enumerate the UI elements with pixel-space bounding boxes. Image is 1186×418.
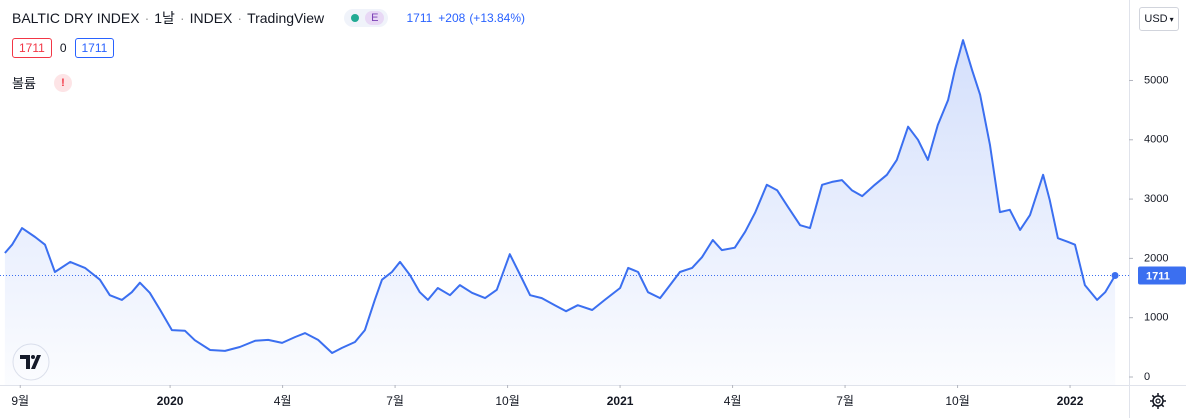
last-price-box: [1138, 266, 1186, 285]
x-tick-label: 7월: [386, 394, 404, 408]
volume-row: 볼륨 !: [12, 73, 72, 92]
interval: 1날: [154, 10, 175, 26]
change-pct: (+13.84%): [469, 11, 526, 25]
last-price-label: 1711: [1146, 270, 1170, 282]
symbol: BALTIC DRY INDEX: [12, 10, 140, 26]
volume-label: 볼륨: [12, 76, 36, 91]
y-tick-label: 2000: [1144, 252, 1168, 264]
y-tick-label: 3000: [1144, 193, 1168, 205]
currency: USD: [1144, 13, 1168, 25]
y-tick-label: 5000: [1144, 74, 1168, 86]
x-tick-label: 2020: [157, 394, 184, 408]
settings-icon[interactable]: [1150, 393, 1166, 409]
x-tick-label: 10월: [945, 394, 969, 408]
x-tick-label: 9월: [11, 394, 29, 408]
y-tick-label: 0: [1144, 371, 1150, 383]
badge: E: [365, 11, 385, 25]
x-tick-label: 10월: [495, 394, 519, 408]
bid[interactable]: 1711: [12, 38, 52, 58]
x-tick-label: 4월: [274, 394, 292, 408]
x-tick-label: 2022: [1057, 394, 1084, 408]
change: +208: [438, 11, 466, 25]
price-line: [4, 39, 1116, 354]
header: BALTIC DRY INDEX · 1날 · INDEX · TradingView…: [12, 9, 526, 27]
x-tick-label: 4월: [724, 394, 742, 408]
ask[interactable]: 1711: [74, 38, 115, 58]
area-fill: [4, 40, 1116, 385]
quote-row: 1711 0 1711: [12, 38, 115, 58]
last-price: 1711: [406, 11, 433, 25]
status-pill[interactable]: E: [344, 9, 389, 27]
x-tick-label: 7월: [836, 394, 854, 408]
x-tick-label: 2021: [607, 394, 634, 408]
y-tick-label: 4000: [1144, 134, 1168, 146]
y-tick-label: 1000: [1144, 312, 1168, 324]
spread: 0: [59, 41, 67, 55]
source: TradingView: [247, 10, 325, 26]
exchange: INDEX: [189, 10, 233, 26]
last-point: [1111, 272, 1119, 280]
warning-icon[interactable]: !: [53, 73, 72, 92]
currency-button[interactable]: USD ▾: [1139, 7, 1179, 31]
